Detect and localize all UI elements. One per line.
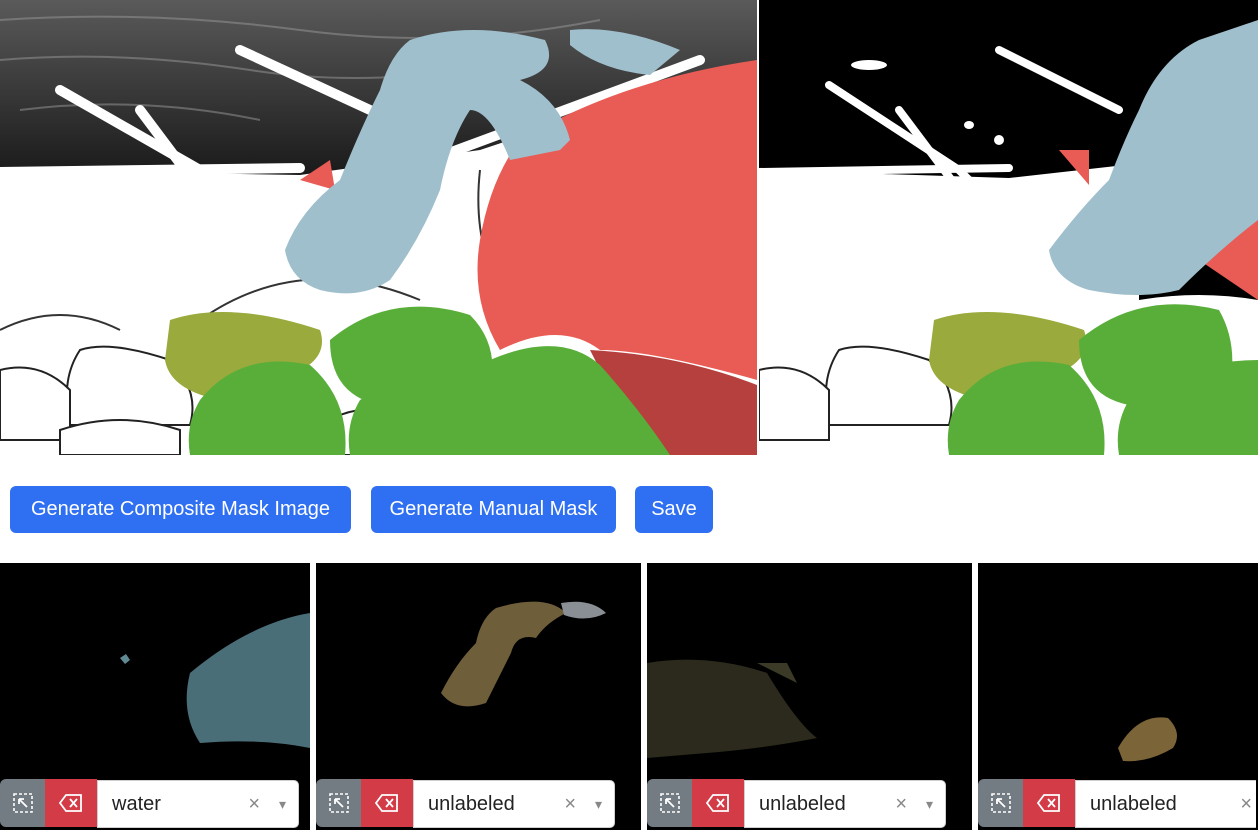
label-select-value: water [112, 792, 161, 815]
label-select[interactable]: unlabeled × ▾ [413, 780, 615, 828]
segment-thumbnail [441, 601, 606, 707]
segment-controls: unlabeled × [978, 779, 1256, 828]
segment-thumbnail [647, 659, 817, 758]
backspace-delete-icon[interactable] [45, 779, 97, 827]
cursor-select-icon[interactable] [316, 779, 361, 827]
segment-card: water × ▾ [0, 563, 310, 830]
generate-composite-mask-button[interactable]: Generate Composite Mask Image [10, 486, 351, 533]
label-select-value: unlabeled [759, 792, 846, 815]
mask-preview-image [759, 0, 1258, 455]
label-select[interactable]: water × ▾ [97, 780, 299, 828]
clear-icon[interactable]: × [248, 792, 260, 815]
composite-mask-image[interactable] [0, 0, 757, 455]
chevron-down-icon[interactable]: ▾ [594, 795, 602, 812]
segment-controls: unlabeled × ▾ [316, 779, 615, 828]
backspace-delete-icon[interactable] [1023, 779, 1075, 827]
backspace-delete-icon[interactable] [692, 779, 744, 827]
label-select-value: unlabeled [1090, 792, 1177, 815]
label-select-value: unlabeled [428, 792, 515, 815]
segment-thumbnail [1118, 717, 1177, 762]
chevron-down-icon[interactable]: ▾ [925, 795, 933, 812]
label-select[interactable]: unlabeled × [1075, 780, 1256, 828]
segment-thumbnail [120, 613, 310, 748]
cursor-select-icon[interactable] [978, 779, 1023, 827]
cursor-select-icon[interactable] [647, 779, 692, 827]
segment-card: unlabeled × ▾ [647, 563, 972, 830]
segment-card: unlabeled × ▾ [316, 563, 641, 830]
clear-icon[interactable]: × [895, 792, 907, 815]
generate-manual-mask-button[interactable]: Generate Manual Mask [371, 486, 616, 533]
label-select[interactable]: unlabeled × ▾ [744, 780, 946, 828]
clear-icon[interactable]: × [1240, 792, 1252, 815]
chevron-down-icon[interactable]: ▾ [278, 795, 286, 812]
cursor-select-icon[interactable] [0, 779, 45, 827]
backspace-delete-icon[interactable] [361, 779, 413, 827]
segment-controls: unlabeled × ▾ [647, 779, 946, 828]
save-button[interactable]: Save [635, 486, 713, 533]
segment-controls: water × ▾ [0, 779, 299, 828]
segment-card: unlabeled × [978, 563, 1258, 830]
clear-icon[interactable]: × [564, 792, 576, 815]
